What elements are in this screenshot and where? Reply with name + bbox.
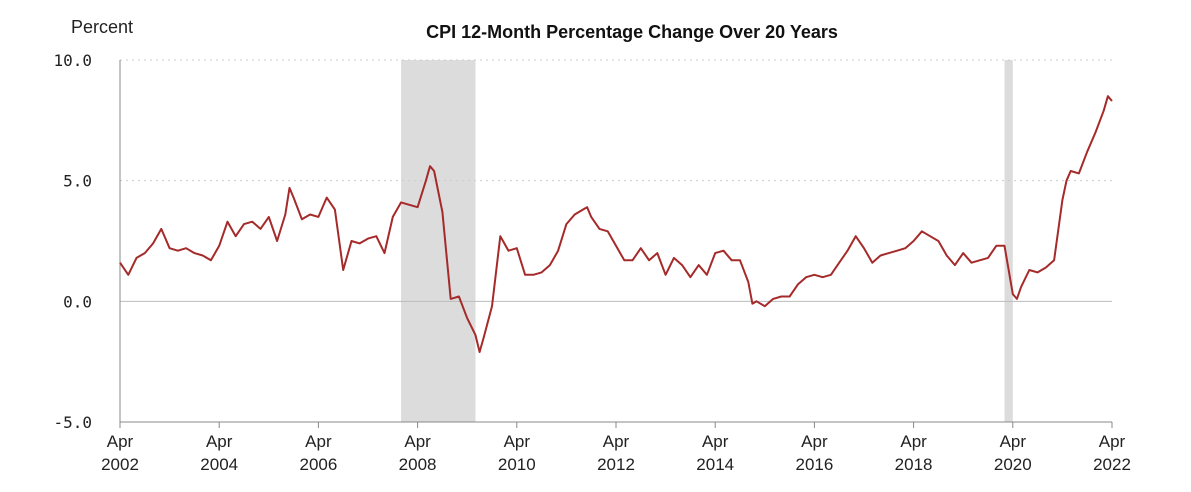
x-tick-label-year: 2020: [994, 455, 1032, 474]
recession-band-1: [1004, 60, 1013, 422]
x-tick-label-month: Apr: [404, 432, 431, 451]
axes: [119, 60, 1113, 428]
x-tick-label-year: 2016: [795, 455, 833, 474]
gridlines: [120, 59, 1112, 302]
x-tick-label-year: 2006: [299, 455, 337, 474]
x-tick-label-month: Apr: [900, 432, 927, 451]
x-tick-label-year: 2004: [200, 455, 238, 474]
x-tick-label-month: Apr: [1099, 432, 1126, 451]
y-tick-label: 0.0: [63, 292, 92, 311]
x-tick-label-year: 2018: [895, 455, 933, 474]
x-tick-label-month: Apr: [504, 432, 531, 451]
y-tick-label: -5.0: [53, 413, 92, 432]
x-tick-label-month: Apr: [603, 432, 630, 451]
recession-shading-group: [401, 60, 1013, 422]
x-tick-label-year: 2014: [696, 455, 734, 474]
x-tick-label-year: 2010: [498, 455, 536, 474]
x-tick-label-year: 2012: [597, 455, 635, 474]
y-tick-labels: 10.0 5.0 0.0 -5.0: [53, 51, 92, 432]
x-tick-label-year: 2022: [1093, 455, 1131, 474]
x-tick-label-month: Apr: [1000, 432, 1027, 451]
x-tick-label-year: 2008: [399, 455, 437, 474]
x-tick-label-month: Apr: [107, 432, 134, 451]
x-tick-label-month: Apr: [206, 432, 233, 451]
chart-title: CPI 12-Month Percentage Change Over 20 Y…: [426, 22, 838, 42]
y-tick-label: 5.0: [63, 172, 92, 191]
y-tick-label: 10.0: [53, 51, 92, 70]
y-axis-label: Percent: [71, 17, 133, 37]
x-tick-label-year: 2002: [101, 455, 139, 474]
recession-band-0: [401, 60, 476, 422]
x-tick-label-month: Apr: [305, 432, 332, 451]
series-group: [119, 95, 1113, 353]
x-tick-label-month: Apr: [702, 432, 729, 451]
x-tick-label-month: Apr: [801, 432, 828, 451]
cpi-series-line: [119, 95, 1113, 353]
x-tick-labels: Apr 2002 Apr 2004 Apr 2006 Apr 2008 Apr 2010 Apr 20…: [101, 432, 1131, 474]
